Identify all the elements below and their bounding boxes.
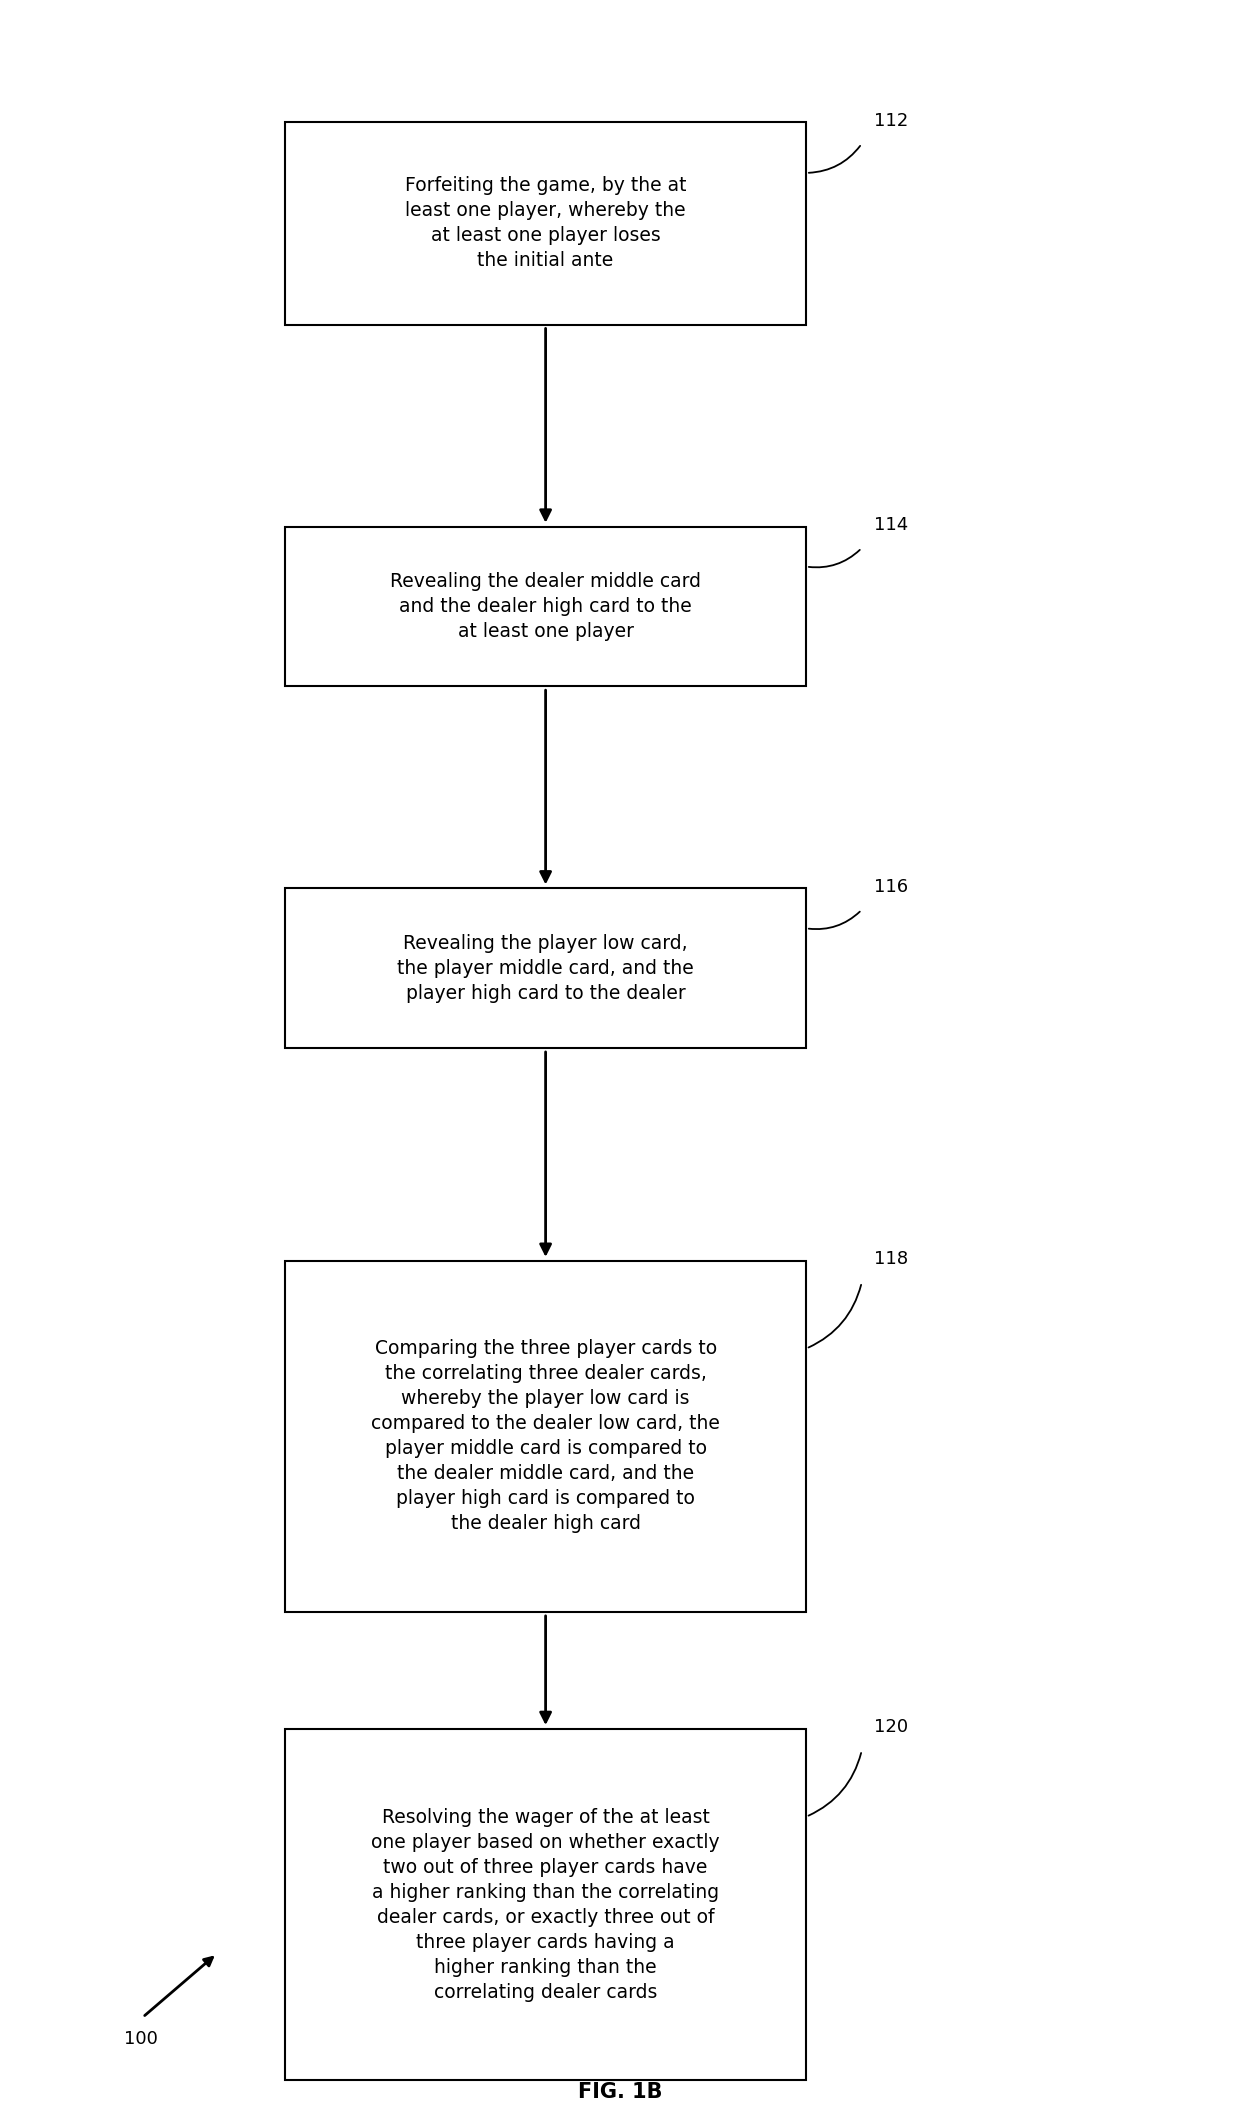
Text: 100: 100 bbox=[124, 2030, 157, 2047]
Text: 112: 112 bbox=[874, 113, 909, 130]
Text: 120: 120 bbox=[874, 1719, 909, 1736]
Bar bbox=[285, 528, 806, 685]
Text: 114: 114 bbox=[874, 517, 909, 534]
Bar bbox=[285, 1728, 806, 2081]
Bar bbox=[285, 1260, 806, 1613]
Text: 116: 116 bbox=[874, 877, 909, 896]
Bar bbox=[285, 123, 806, 326]
Text: 118: 118 bbox=[874, 1249, 909, 1268]
Text: Comparing the three player cards to
the correlating three dealer cards,
whereby : Comparing the three player cards to the … bbox=[371, 1339, 720, 1534]
Text: Revealing the player low card,
the player middle card, and the
player high card : Revealing the player low card, the playe… bbox=[397, 934, 694, 1002]
Bar bbox=[285, 890, 806, 1049]
Text: Resolving the wager of the at least
one player based on whether exactly
two out : Resolving the wager of the at least one … bbox=[371, 1807, 720, 2002]
Text: FIG. 1B: FIG. 1B bbox=[578, 2081, 662, 2102]
Text: Forfeiting the game, by the at
least one player, whereby the
at least one player: Forfeiting the game, by the at least one… bbox=[404, 177, 687, 270]
Text: Revealing the dealer middle card
and the dealer high card to the
at least one pl: Revealing the dealer middle card and the… bbox=[391, 572, 701, 641]
